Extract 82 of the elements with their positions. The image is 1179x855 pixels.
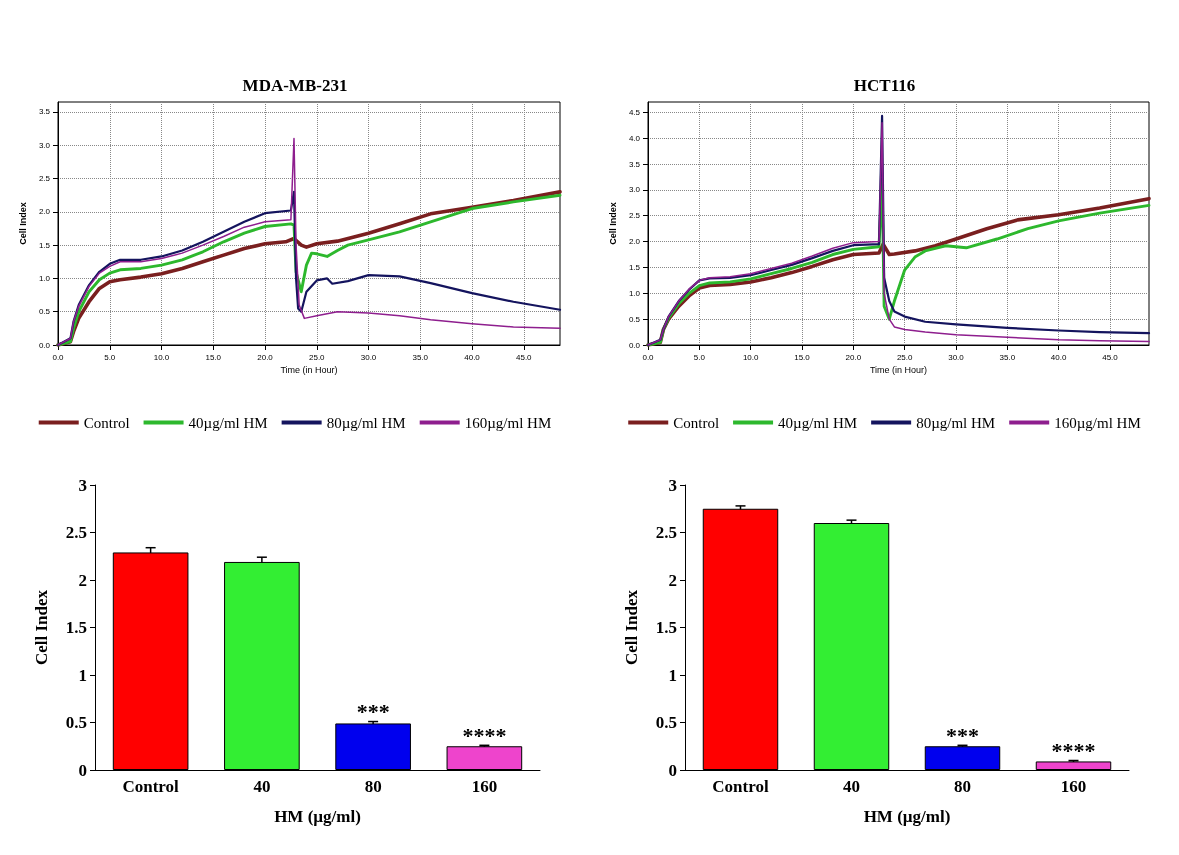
x-tick-label: 30.0	[360, 352, 377, 362]
y-axis-title: Cell Index	[608, 202, 619, 245]
legend-label: 80µg/ml HM	[916, 414, 996, 431]
y-tick-label: 0.5	[38, 307, 51, 317]
y-tick-label: 2.5	[38, 174, 51, 184]
y-tick-label: 3.0	[38, 140, 51, 150]
x-tick-label: 45.0	[515, 352, 533, 362]
x-tick-label: 160	[471, 777, 498, 796]
legend-label: Control	[673, 414, 720, 431]
x-tick-label: 15.0	[794, 352, 811, 362]
y-tick-label: 0.5	[655, 713, 677, 732]
y-axis-title: Cell Index	[622, 589, 641, 666]
y-tick-label: 1.0	[628, 288, 641, 298]
x-axis-title: HM (µg/ml)	[863, 807, 951, 826]
legend-label: 40µg/ml HM	[188, 414, 268, 431]
y-tick-label: 0.0	[38, 340, 51, 350]
y-tick-label: 1.5	[38, 240, 51, 250]
x-tick-label: 25.0	[308, 352, 326, 362]
y-tick-label: 1.5	[65, 618, 87, 637]
chart-title: HCT116	[853, 76, 916, 95]
x-tick-label: 5.0	[104, 352, 116, 362]
y-tick-label: 2	[668, 570, 677, 590]
y-tick-label: 0.5	[65, 713, 87, 732]
x-tick-label: 45.0	[1102, 352, 1119, 362]
legend-label: 160µg/ml HM	[1054, 414, 1141, 431]
y-tick-label: 2.5	[65, 523, 87, 542]
x-tick-label: 80	[954, 777, 971, 796]
x-axis-title: HM (µg/ml)	[274, 807, 361, 826]
x-tick-label: 0.0	[642, 352, 655, 362]
x-tick-label: 5.0	[693, 352, 706, 362]
x-tick-label: 30.0	[948, 352, 965, 362]
x-tick-label: Control	[712, 777, 769, 796]
x-tick-label: 25.0	[896, 352, 913, 362]
x-tick-label: Control	[122, 777, 180, 796]
y-tick-label: 3.5	[38, 107, 51, 117]
x-tick-label: 20.0	[845, 352, 862, 362]
x-tick-label: 40.0	[1050, 352, 1067, 362]
legend-label: 40µg/ml HM	[778, 414, 858, 431]
y-tick-label: 2.0	[38, 207, 51, 217]
x-axis-title: Time (in Hour)	[280, 365, 338, 376]
annotation: ***	[946, 722, 979, 748]
x-tick-label: 40.0	[464, 352, 481, 362]
y-axis-title: Cell Index	[32, 589, 51, 666]
y-tick-label: 4.5	[628, 107, 641, 117]
x-tick-label: 35.0	[999, 352, 1016, 362]
annotation: ****	[462, 722, 507, 748]
x-tick-label: 15.0	[205, 352, 222, 362]
x-tick-label: 35.0	[412, 352, 429, 362]
x-tick-label: 80	[364, 777, 382, 796]
x-tick-label: 20.0	[257, 352, 274, 362]
chart-title: MDA-MB-231	[242, 76, 348, 95]
y-tick-label: 0	[668, 760, 677, 780]
y-axis-title: Cell Index	[18, 202, 29, 245]
y-tick-label: 1	[78, 665, 87, 685]
y-tick-label: 1	[668, 665, 677, 685]
annotation: ***	[356, 699, 390, 725]
y-tick-label: 1.5	[628, 262, 641, 272]
legend-label: 160µg/ml HM	[464, 414, 552, 431]
x-tick-label: 10.0	[742, 352, 759, 362]
legend-label: Control	[83, 414, 130, 431]
y-tick-label: 2.5	[655, 523, 677, 542]
annotation: ****	[1051, 738, 1096, 763]
x-tick-label: 10.0	[153, 352, 170, 362]
y-tick-label: 3.5	[628, 159, 641, 169]
y-tick-label: 0	[78, 760, 87, 780]
x-tick-label: 0.0	[52, 352, 65, 362]
y-tick-label: 3	[668, 475, 677, 495]
y-tick-label: 1.0	[38, 273, 51, 283]
legend-label: 80µg/ml HM	[326, 414, 406, 431]
y-tick-label: 2.0	[628, 237, 641, 247]
x-axis-title: Time (in Hour)	[869, 365, 928, 376]
y-tick-label: 0.5	[628, 314, 641, 324]
y-tick-label: 3.0	[628, 185, 641, 195]
y-tick-label: 4.0	[628, 133, 641, 143]
y-tick-label: 2.5	[628, 211, 641, 221]
y-tick-label: 3	[78, 475, 87, 495]
x-tick-label: 40	[253, 777, 271, 796]
y-tick-label: 1.5	[655, 618, 677, 637]
y-tick-label: 0.0	[628, 340, 641, 350]
y-tick-label: 2	[78, 570, 87, 590]
x-tick-label: 160	[1060, 777, 1087, 796]
x-tick-label: 40	[843, 777, 860, 796]
